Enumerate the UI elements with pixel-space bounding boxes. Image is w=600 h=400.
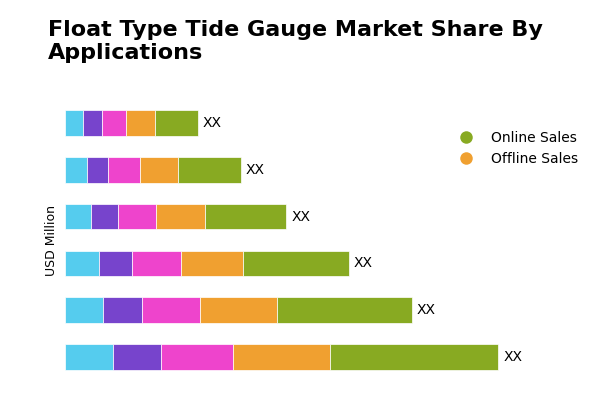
Bar [108,157,140,183]
Bar [205,204,286,230]
Bar [200,297,277,323]
Bar [125,110,155,136]
Bar [65,344,113,370]
Text: XX: XX [416,303,436,317]
Bar [65,204,91,230]
Bar [140,157,178,183]
Bar [103,297,142,323]
Bar [118,204,157,230]
Bar [277,297,412,323]
Text: XX: XX [503,350,522,364]
Bar [98,250,133,276]
Bar [65,250,98,276]
Bar [133,250,181,276]
Bar [178,157,241,183]
Text: XX: XX [354,256,373,270]
Bar [243,250,349,276]
Bar [142,297,200,323]
Bar [65,157,86,183]
Bar [233,344,330,370]
Bar [65,110,83,136]
Bar [113,344,161,370]
Bar [101,110,125,136]
Legend: Online Sales, Offline Sales: Online Sales, Offline Sales [446,125,583,171]
Text: XX: XX [291,210,310,224]
Bar [330,344,499,370]
Y-axis label: USD Million: USD Million [45,204,58,276]
Bar [161,344,233,370]
Text: XX: XX [245,163,265,177]
Bar [157,204,205,230]
Text: XX: XX [203,116,221,130]
Text: Float Type Tide Gauge Market Share By
Applications: Float Type Tide Gauge Market Share By Ap… [48,20,543,63]
Bar [91,204,118,230]
Bar [181,250,243,276]
Bar [86,157,108,183]
Bar [155,110,198,136]
Bar [65,297,103,323]
Bar [83,110,101,136]
